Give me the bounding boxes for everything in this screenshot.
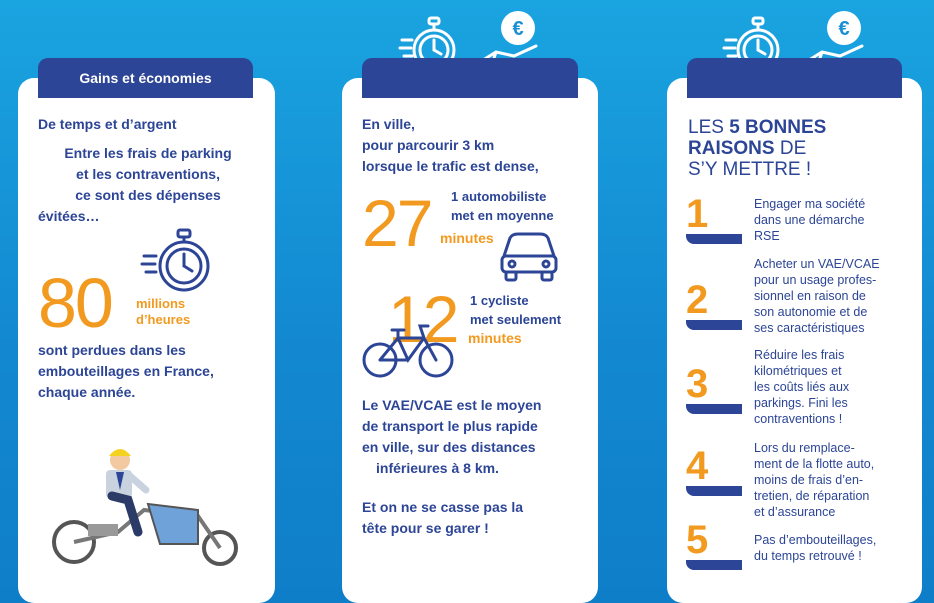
- reason-line: contraventions !: [754, 412, 843, 426]
- hours-unit: millions d’heures: [136, 296, 190, 328]
- reason-3-text: Réduire les frais kilométriques et les c…: [754, 347, 849, 427]
- reason-number: 5: [686, 518, 709, 562]
- car-line: met en moyenne: [451, 208, 554, 223]
- reason-line: Lors du remplace-: [754, 441, 855, 455]
- reason-line: son autonomie et de: [754, 305, 868, 319]
- title-part: RAISONS: [688, 138, 775, 159]
- reason-line: parkings. Fini les: [754, 396, 848, 410]
- para-line: en ville, sur des distances: [362, 439, 536, 455]
- reason-line: pour un usage profes-: [754, 273, 877, 287]
- intro-line: et les contraventions,: [76, 166, 220, 182]
- reason-bar: [686, 234, 742, 244]
- bike-minutes-unit: minutes: [468, 330, 522, 346]
- car-icon: [500, 232, 558, 282]
- reason-3-marker: 3: [686, 364, 742, 414]
- reason-line: et d’assurance: [754, 505, 836, 519]
- reason-line: Réduire les frais: [754, 348, 845, 362]
- city-tab: [362, 58, 578, 98]
- reason-line: tretien, de réparation: [754, 489, 870, 503]
- title-part: LES: [688, 117, 730, 138]
- reason-line: dans une démarche: [754, 213, 865, 227]
- reason-number: 4: [686, 444, 709, 488]
- para-line: tête pour se garer !: [362, 520, 489, 536]
- reason-5-marker: 5: [686, 520, 742, 570]
- title-part: 5 BONNES: [729, 117, 827, 138]
- car-minutes-number: 27: [362, 186, 433, 260]
- reason-2-marker: 2: [686, 280, 742, 330]
- intro-line: ce sont des dépenses: [75, 187, 221, 203]
- intro-line: En ville,: [362, 116, 415, 132]
- bike-line: 1 cycliste: [470, 293, 529, 308]
- reason-line: Pas d’embouteillages,: [754, 533, 877, 547]
- city-card: [342, 78, 598, 603]
- gains-card: [18, 78, 275, 603]
- city-intro: En ville, pour parcourir 3 km lorsque le…: [362, 114, 539, 177]
- outro-line: embouteillages en France,: [38, 363, 214, 379]
- reason-1-marker: 1: [686, 194, 742, 244]
- para-line: inférieures à 8 km.: [376, 460, 499, 476]
- car-minutes-unit: minutes: [440, 230, 494, 246]
- euro-symbol: €: [512, 18, 523, 40]
- reason-number: 2: [686, 278, 709, 322]
- title-part: S’Y METTRE !: [688, 159, 812, 180]
- gains-tab-title: Gains et économies: [79, 70, 212, 86]
- cargo-bike-rider-illustration: [52, 449, 238, 566]
- reason-2-text: Acheter un VAE/VCAE pour un usage profes…: [754, 256, 880, 336]
- reason-number: 1: [686, 192, 709, 236]
- reason-number: 3: [686, 362, 709, 406]
- reasons-title: LES 5 BONNES RAISONS DE S’Y METTRE !: [688, 117, 826, 180]
- car-text: 1 automobiliste met en moyenne: [451, 187, 554, 225]
- unit-line: millions: [136, 296, 186, 311]
- reason-line: ses caractéristiques: [754, 321, 865, 335]
- reason-line: RSE: [754, 229, 780, 243]
- stopwatch-icon: [140, 228, 210, 292]
- reason-5-text: Pas d’embouteillages, du temps retrouvé …: [754, 532, 876, 564]
- unit-line: d’heures: [136, 312, 191, 327]
- vae-fastest-text: Le VAE/VCAE est le moyen de transport le…: [362, 395, 541, 479]
- reason-line: sionnel en raison de: [754, 289, 866, 303]
- reason-line: les coûts liés aux: [754, 380, 850, 394]
- reason-line: kilométriques et: [754, 364, 842, 378]
- traffic-jam-text: sont perdues dans les embouteillages en …: [38, 340, 214, 403]
- reason-line: Engager ma société: [754, 197, 866, 211]
- title-part: DE: [774, 138, 807, 159]
- reason-bar: [686, 486, 742, 496]
- reasons-card: [667, 78, 922, 603]
- intro-line: Entre les frais de parking: [64, 145, 232, 161]
- bicycle-icon: [362, 324, 454, 378]
- bike-text: 1 cycliste met seulement: [470, 291, 561, 329]
- reason-bar: [686, 560, 742, 570]
- reason-bar: [686, 404, 742, 414]
- savings-intro: Entre les frais de parking et les contra…: [38, 143, 258, 227]
- intro-line: lorsque le trafic est dense,: [362, 158, 539, 174]
- reasons-tab: [687, 58, 902, 98]
- para-line: Le VAE/VCAE est le moyen: [362, 397, 542, 413]
- intro-line: pour parcourir 3 km: [362, 137, 495, 153]
- reason-1-text: Engager ma société dans une démarche RSE: [754, 196, 865, 244]
- car-line: 1 automobiliste: [451, 189, 547, 204]
- reason-bar: [686, 320, 742, 330]
- time-money-subtitle: De temps et d’argent: [38, 116, 177, 132]
- reason-4-text: Lors du remplace- ment de la flotte auto…: [754, 440, 874, 520]
- reason-4-marker: 4: [686, 446, 742, 496]
- outro-line: chaque année.: [38, 384, 136, 400]
- para-line: Et on ne se casse pas la: [362, 499, 524, 515]
- reason-line: Acheter un VAE/VCAE: [754, 257, 880, 271]
- hours-big-number: 80: [38, 264, 114, 342]
- reason-line: du temps retrouvé !: [754, 549, 862, 563]
- reason-line: ment de la flotte auto,: [754, 457, 875, 471]
- parking-text: Et on ne se casse pas la tête pour se ga…: [362, 497, 523, 539]
- gains-tab: Gains et économies: [38, 58, 253, 98]
- reason-line: moins de frais d’en-: [754, 473, 864, 487]
- outro-line: sont perdues dans les: [38, 342, 186, 358]
- intro-line: évitées…: [38, 208, 100, 224]
- bike-line: met seulement: [470, 312, 562, 327]
- para-line: de transport le plus rapide: [362, 418, 538, 434]
- euro-symbol: €: [838, 18, 849, 40]
